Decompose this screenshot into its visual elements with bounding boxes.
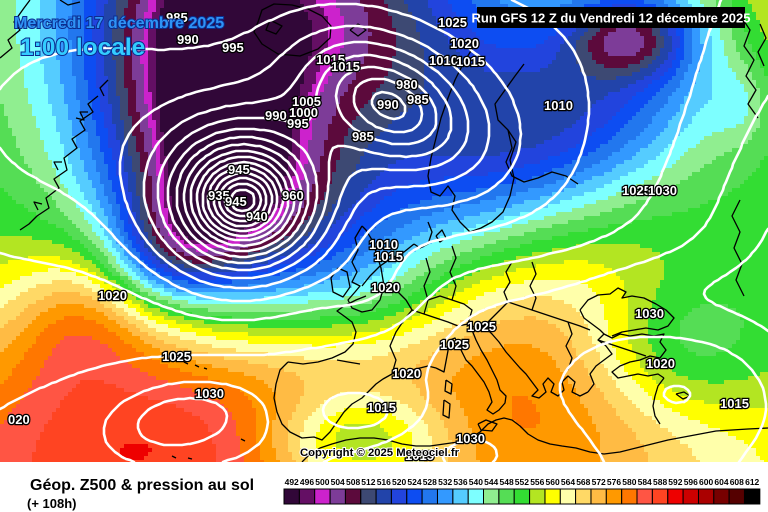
svg-text:960: 960 xyxy=(282,188,304,203)
svg-text:990: 990 xyxy=(177,32,199,47)
svg-text:536: 536 xyxy=(453,477,467,487)
svg-text:1020: 1020 xyxy=(450,36,479,51)
svg-text:Copyright © 2025 Meteociel.fr: Copyright © 2025 Meteociel.fr xyxy=(300,447,460,459)
svg-text:1030: 1030 xyxy=(648,183,677,198)
svg-text:528: 528 xyxy=(423,477,437,487)
svg-text:572: 572 xyxy=(592,477,606,487)
svg-text:568: 568 xyxy=(576,477,590,487)
svg-text:1010: 1010 xyxy=(429,53,458,68)
svg-text:1030: 1030 xyxy=(456,431,485,446)
svg-text:1025: 1025 xyxy=(438,15,467,30)
svg-text:995: 995 xyxy=(222,40,244,55)
svg-text:990: 990 xyxy=(377,97,399,112)
svg-text:Run GFS 12 Z du Vendredi 12 dé: Run GFS 12 Z du Vendredi 12 décembre 202… xyxy=(472,11,751,26)
svg-text:596: 596 xyxy=(684,477,698,487)
svg-text:935: 935 xyxy=(208,188,230,203)
svg-text:1015: 1015 xyxy=(374,249,403,264)
svg-text:532: 532 xyxy=(438,477,452,487)
svg-text:496: 496 xyxy=(300,477,314,487)
svg-text:1020: 1020 xyxy=(646,356,675,371)
svg-text:516: 516 xyxy=(377,477,391,487)
svg-text:548: 548 xyxy=(500,477,514,487)
svg-text:1015: 1015 xyxy=(331,59,360,74)
svg-text:1015: 1015 xyxy=(720,396,749,411)
svg-text:576: 576 xyxy=(607,477,621,487)
svg-text:1015: 1015 xyxy=(405,448,434,463)
svg-text:1010: 1010 xyxy=(369,237,398,252)
svg-text:584: 584 xyxy=(638,477,652,487)
svg-text:588: 588 xyxy=(653,477,667,487)
svg-text:985: 985 xyxy=(166,10,188,25)
svg-text:985: 985 xyxy=(407,92,429,107)
svg-text:1025: 1025 xyxy=(440,337,469,352)
svg-text:1015: 1015 xyxy=(316,52,345,67)
svg-text:520: 520 xyxy=(392,477,406,487)
svg-text:500: 500 xyxy=(315,477,329,487)
svg-text:1020: 1020 xyxy=(371,280,400,295)
svg-text:552: 552 xyxy=(515,477,529,487)
svg-text:1025: 1025 xyxy=(467,319,496,334)
svg-text:Géop. Z500 & pression au sol: Géop. Z500 & pression au sol xyxy=(30,477,254,494)
svg-text:524: 524 xyxy=(407,477,421,487)
svg-text:1015: 1015 xyxy=(367,400,396,415)
svg-text:1020: 1020 xyxy=(98,288,127,303)
svg-text:995: 995 xyxy=(287,116,309,131)
svg-text:1030: 1030 xyxy=(195,386,224,401)
svg-text:990: 990 xyxy=(265,108,287,123)
svg-text:1025: 1025 xyxy=(162,349,191,364)
svg-text:020: 020 xyxy=(8,412,30,427)
svg-text:985: 985 xyxy=(352,129,374,144)
svg-text:Mercredi 17 décembre 2025: Mercredi 17 décembre 2025 xyxy=(14,14,224,32)
svg-text:1:00 locale: 1:00 locale xyxy=(20,34,145,61)
svg-text:1020: 1020 xyxy=(392,366,421,381)
svg-text:564: 564 xyxy=(561,477,575,487)
svg-text:608: 608 xyxy=(730,477,744,487)
svg-text:604: 604 xyxy=(714,477,728,487)
svg-text:980: 980 xyxy=(396,77,418,92)
svg-text:504: 504 xyxy=(331,477,345,487)
svg-text:600: 600 xyxy=(699,477,713,487)
svg-text:945: 945 xyxy=(225,194,247,209)
svg-text:1000: 1000 xyxy=(289,105,318,120)
svg-text:560: 560 xyxy=(546,477,560,487)
svg-text:940: 940 xyxy=(246,209,268,224)
svg-text:1015: 1015 xyxy=(456,54,485,69)
svg-text:592: 592 xyxy=(668,477,682,487)
svg-text:1030: 1030 xyxy=(635,306,664,321)
svg-text:512: 512 xyxy=(361,477,375,487)
svg-text:580: 580 xyxy=(622,477,636,487)
svg-text:1010: 1010 xyxy=(544,98,573,113)
svg-text:544: 544 xyxy=(484,477,498,487)
svg-text:612: 612 xyxy=(745,477,759,487)
svg-text:540: 540 xyxy=(469,477,483,487)
svg-text:1025: 1025 xyxy=(622,183,651,198)
svg-text:556: 556 xyxy=(530,477,544,487)
svg-text:492: 492 xyxy=(285,477,299,487)
svg-text:(+ 108h): (+ 108h) xyxy=(27,496,77,511)
svg-text:508: 508 xyxy=(346,477,360,487)
svg-text:1005: 1005 xyxy=(292,94,321,109)
svg-text:945: 945 xyxy=(228,162,250,177)
